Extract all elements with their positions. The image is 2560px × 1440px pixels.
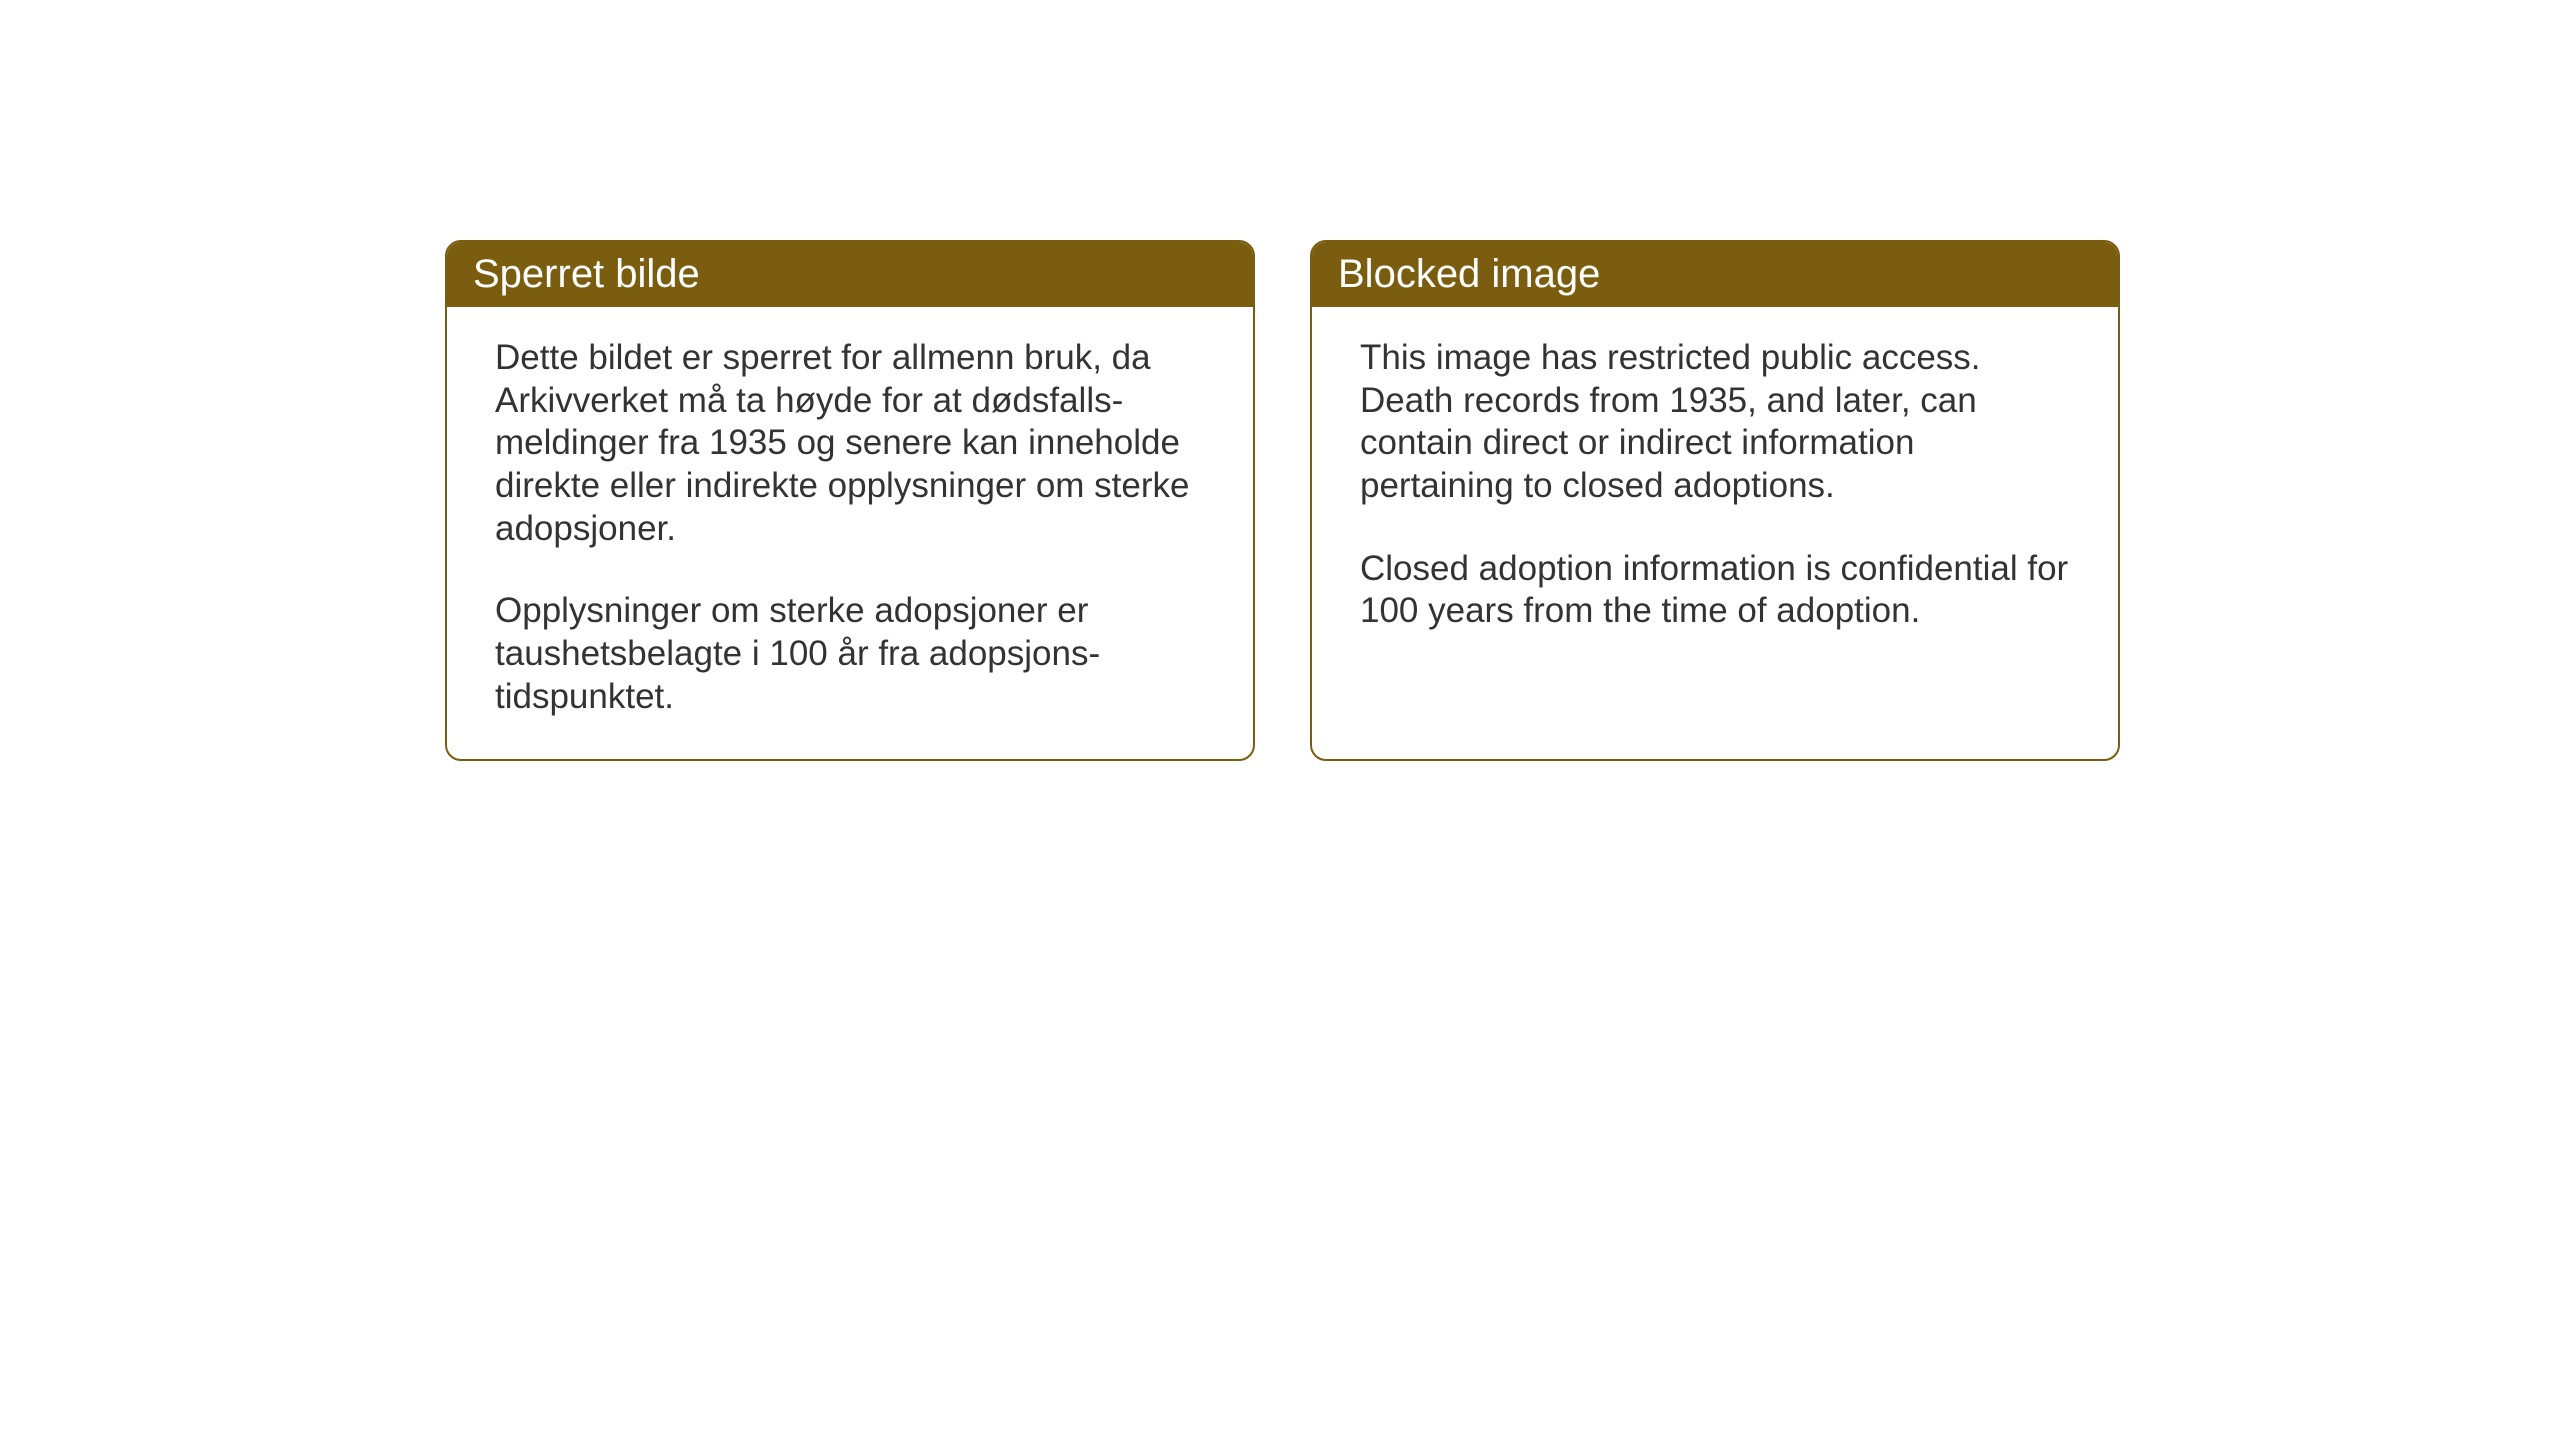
norwegian-notice-box: Sperret bilde Dette bildet er sperret fo… — [445, 240, 1255, 761]
norwegian-paragraph-1: Dette bildet er sperret for allmenn bruk… — [495, 337, 1205, 550]
norwegian-notice-title: Sperret bilde — [447, 242, 1253, 307]
english-paragraph-1: This image has restricted public access.… — [1360, 337, 2070, 508]
notice-container: Sperret bilde Dette bildet er sperret fo… — [445, 240, 2120, 761]
english-notice-body: This image has restricted public access.… — [1312, 307, 2118, 673]
norwegian-paragraph-2: Opplysninger om sterke adopsjoner er tau… — [495, 590, 1205, 718]
english-notice-box: Blocked image This image has restricted … — [1310, 240, 2120, 761]
english-notice-title: Blocked image — [1312, 242, 2118, 307]
norwegian-notice-body: Dette bildet er sperret for allmenn bruk… — [447, 307, 1253, 759]
english-paragraph-2: Closed adoption information is confident… — [1360, 548, 2070, 633]
